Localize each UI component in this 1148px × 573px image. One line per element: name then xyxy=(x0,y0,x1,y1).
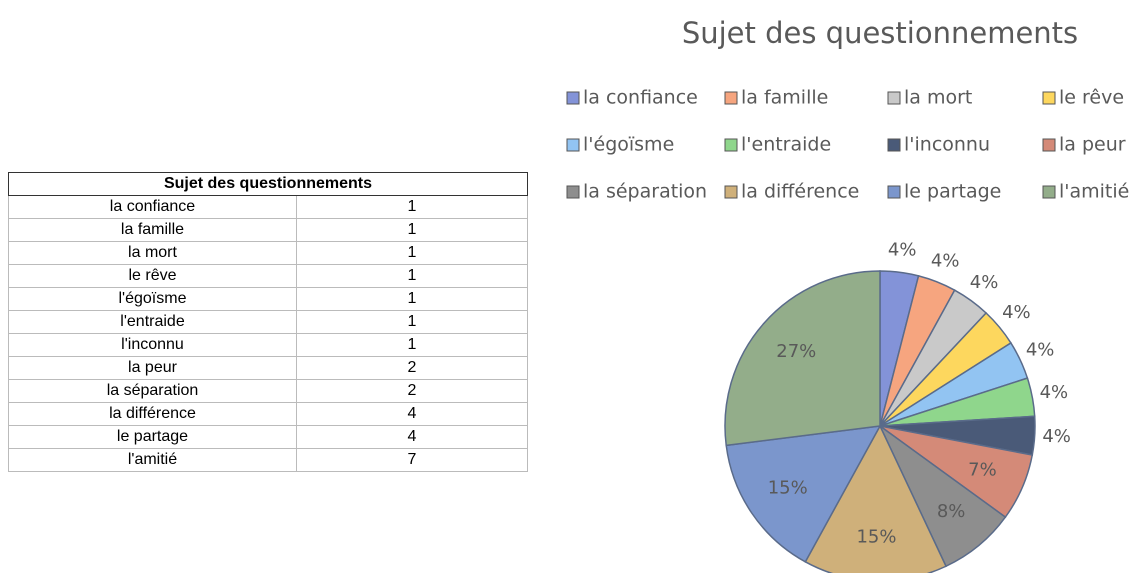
legend-label: l'égoïsme xyxy=(583,134,674,156)
data-label: 4% xyxy=(888,239,917,260)
pie-slice xyxy=(804,424,947,573)
legend-label: l'amitié xyxy=(1059,181,1129,203)
table-cell: la confiance xyxy=(8,195,297,219)
legend-label: la mort xyxy=(904,87,972,109)
legend-label: le rêve xyxy=(1059,87,1124,109)
table-cell: 1 xyxy=(296,287,528,311)
data-label: 7% xyxy=(968,459,997,480)
table-cell: 1 xyxy=(296,241,528,265)
data-label: 8% xyxy=(937,501,966,522)
table-row: la peur 2 xyxy=(8,356,528,380)
legend-swatch xyxy=(566,138,580,152)
table-cell: 1 xyxy=(296,195,528,219)
legend-swatch xyxy=(1042,91,1056,105)
chart-title: Sujet des questionnements xyxy=(682,16,1078,50)
data-label: 4% xyxy=(931,250,960,271)
data-label: 4% xyxy=(1042,426,1071,447)
table-row: la confiance 1 xyxy=(8,195,528,219)
legend-swatch xyxy=(887,185,901,199)
legend-swatch xyxy=(724,91,738,105)
legend-label: l'inconnu xyxy=(904,134,990,156)
data-label: 4% xyxy=(1040,382,1069,403)
table-row: l'amitié 7 xyxy=(8,448,528,472)
data-table: Sujet des questionnements la confiance 1 l… xyxy=(8,172,528,472)
data-label: 4% xyxy=(970,272,999,293)
data-label: 15% xyxy=(856,527,896,548)
pie-slice xyxy=(725,425,882,563)
data-label: 4% xyxy=(1002,302,1031,323)
data-label: 4% xyxy=(1026,340,1055,361)
table-cell: 2 xyxy=(296,379,528,403)
table-row: la différence 4 xyxy=(8,402,528,426)
table-cell: 1 xyxy=(296,264,528,288)
legend-label: la différence xyxy=(741,181,859,203)
table-cell: 4 xyxy=(296,425,528,449)
table-cell: l'entraide xyxy=(8,310,297,334)
table-cell: le partage xyxy=(8,425,297,449)
pie-slice xyxy=(724,270,881,447)
table-row: le rêve 1 xyxy=(8,264,528,288)
table-row: l'entraide 1 xyxy=(8,310,528,334)
legend-swatch xyxy=(566,91,580,105)
legend-swatch xyxy=(566,185,580,199)
legend-label: la peur xyxy=(1059,134,1126,156)
legend-swatch xyxy=(724,138,738,152)
legend-label: l'entraide xyxy=(741,134,831,156)
table-row: la mort 1 xyxy=(8,241,528,265)
table-row: la famille 1 xyxy=(8,218,528,242)
table-cell: 7 xyxy=(296,448,528,472)
table-row: l'égoïsme 1 xyxy=(8,287,528,311)
table-cell: la famille xyxy=(8,218,297,242)
legend-swatch xyxy=(1042,185,1056,199)
data-label: 15% xyxy=(768,478,808,499)
legend-swatch xyxy=(887,138,901,152)
legend-label: la séparation xyxy=(583,181,707,203)
data-label: 27% xyxy=(776,341,816,362)
table-cell: l'amitié xyxy=(8,448,297,472)
legend-label: la confiance xyxy=(583,87,698,109)
table-cell: 1 xyxy=(296,310,528,334)
legend-label: la famille xyxy=(741,87,828,109)
legend-label: le partage xyxy=(904,181,1001,203)
table-row: le partage 4 xyxy=(8,425,528,449)
legend-swatch xyxy=(1042,138,1056,152)
table-cell: 4 xyxy=(296,402,528,426)
legend-swatch xyxy=(724,185,738,199)
legend-swatch xyxy=(887,91,901,105)
